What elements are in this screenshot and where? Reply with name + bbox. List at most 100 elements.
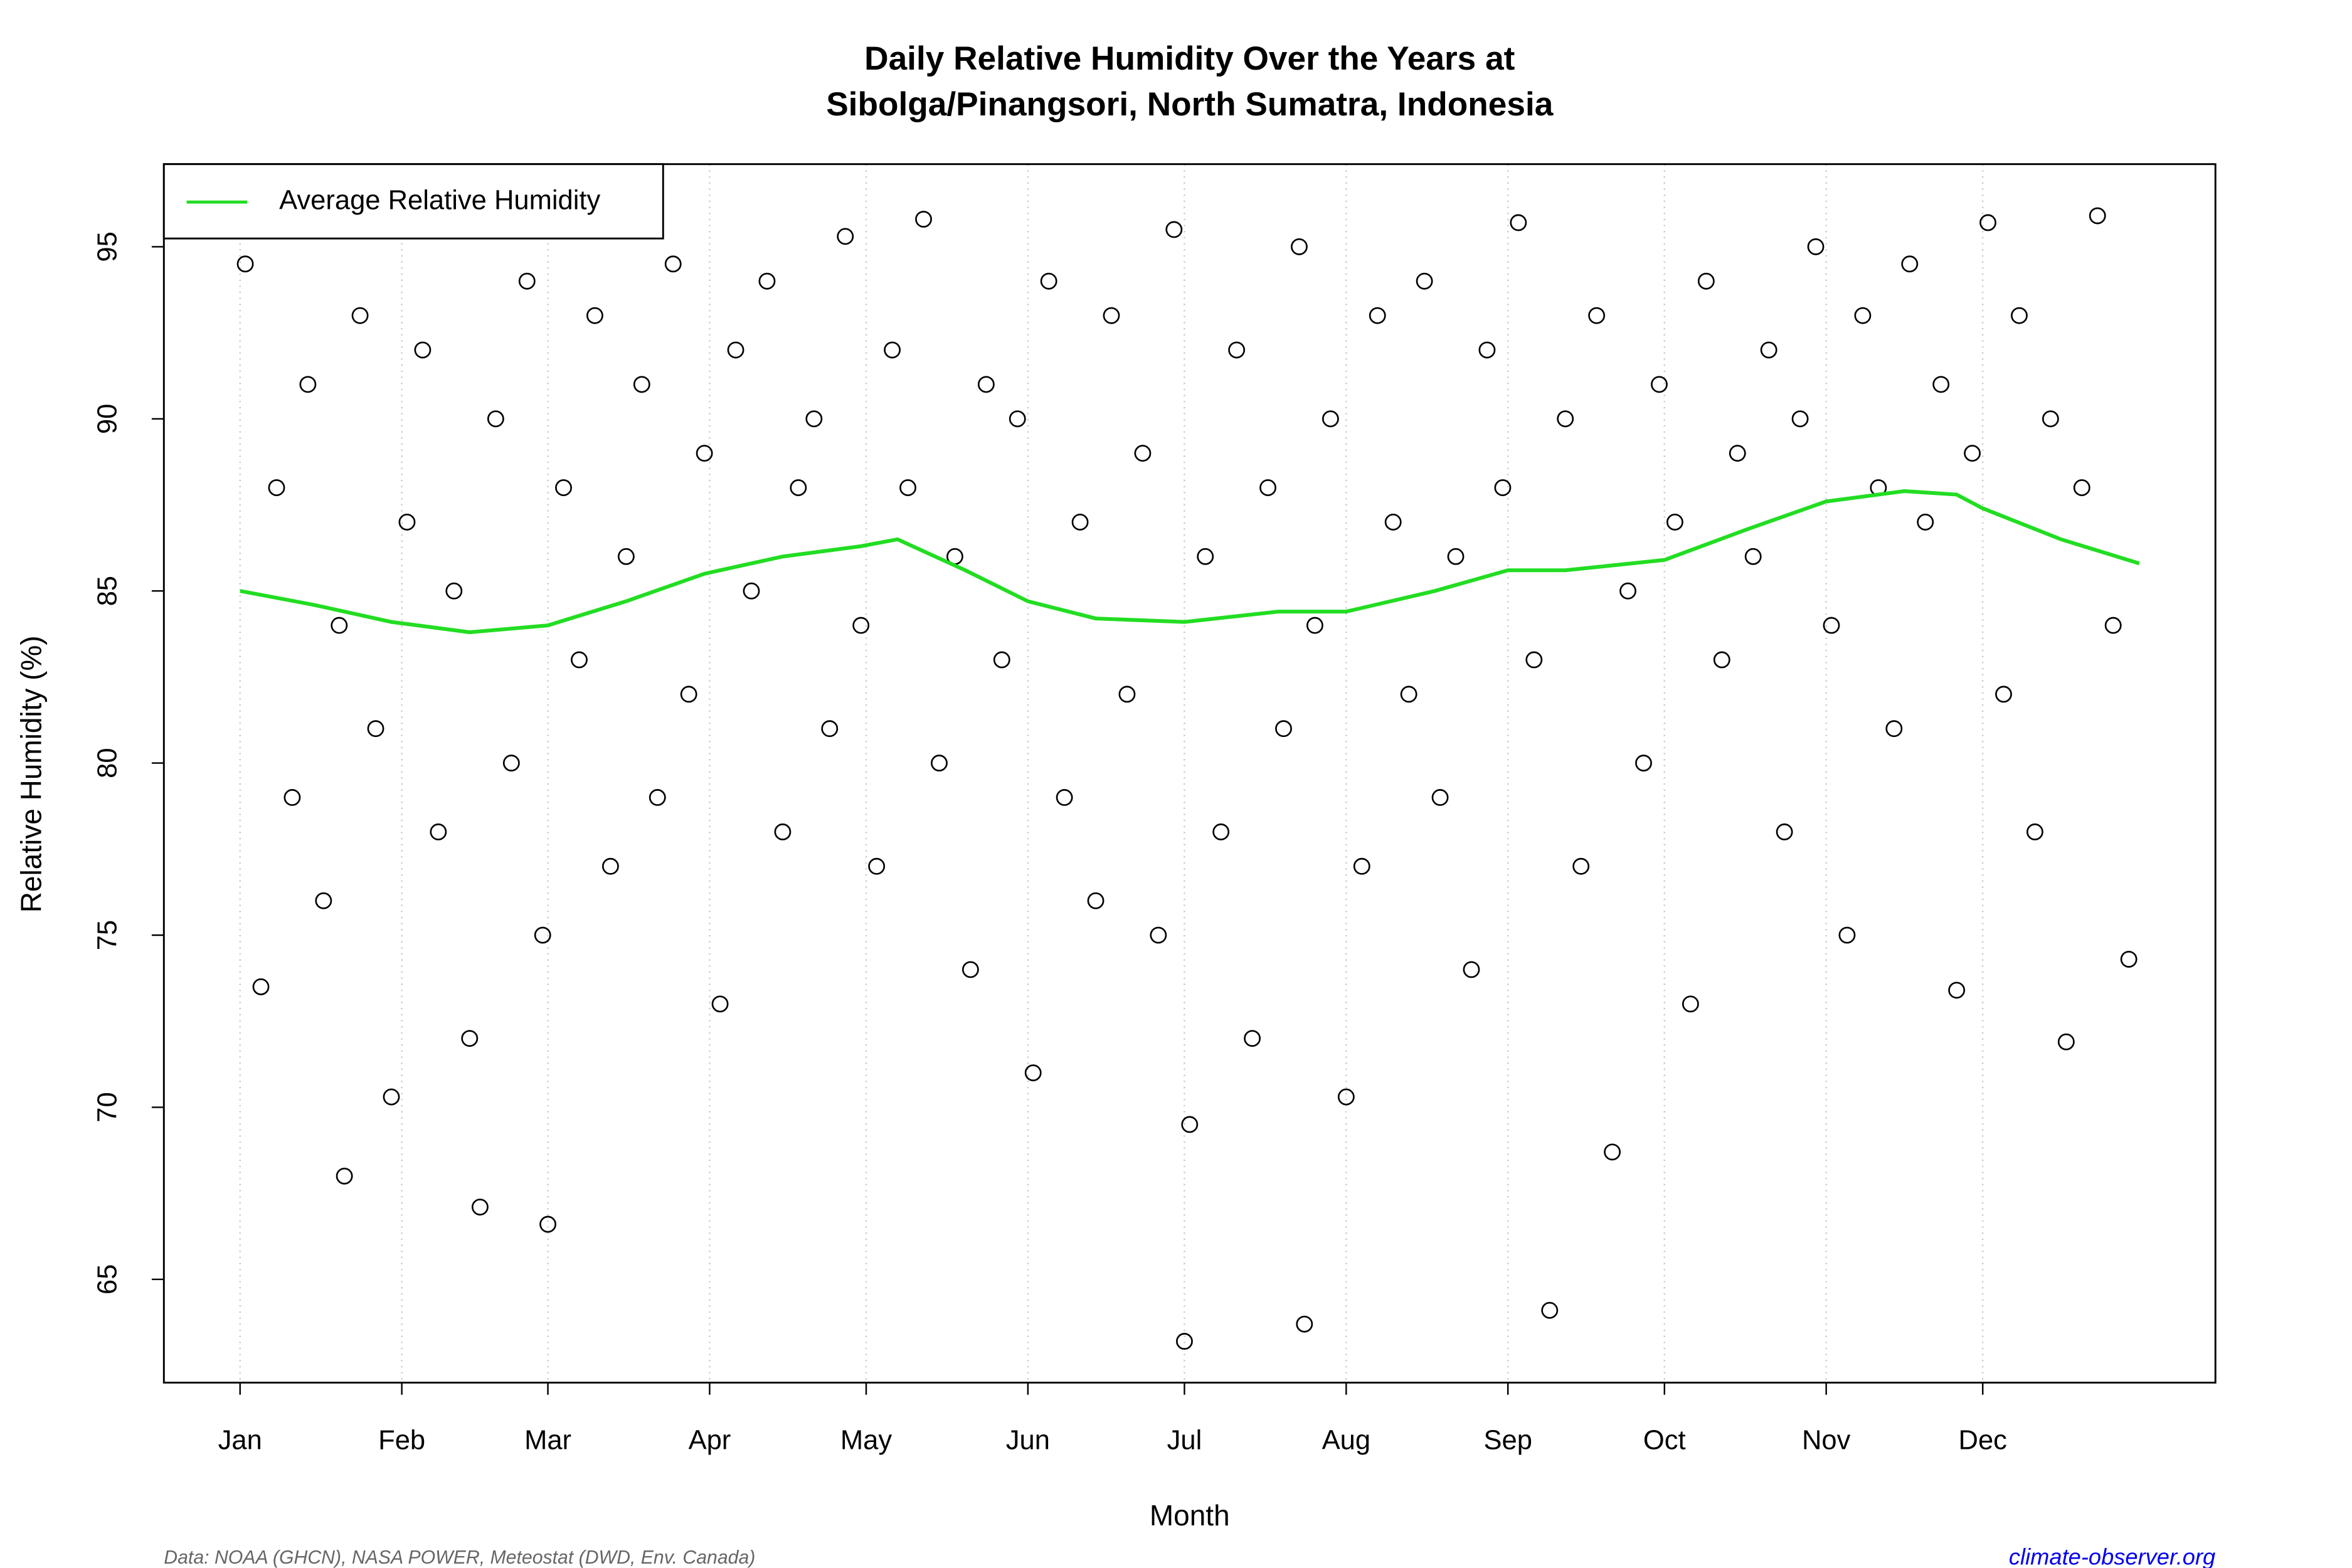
- point: [1181, 1116, 1199, 1133]
- point: [821, 720, 839, 738]
- point: [1995, 686, 2012, 703]
- point: [1228, 341, 1246, 359]
- point: [899, 479, 916, 496]
- point: [961, 961, 979, 978]
- point: [1040, 272, 1057, 290]
- point: [1510, 214, 1527, 231]
- point: [414, 341, 432, 359]
- point: [336, 1167, 353, 1185]
- point: [1291, 238, 1308, 255]
- point: [1197, 548, 1214, 565]
- point: [633, 376, 650, 393]
- point: [1463, 961, 1480, 978]
- point: [1619, 582, 1636, 600]
- point: [571, 651, 588, 669]
- point: [884, 341, 901, 359]
- point: [1322, 410, 1339, 428]
- y-tick-label: 65: [93, 1264, 123, 1295]
- point: [743, 582, 760, 600]
- x-tick-label: Nov: [1802, 1425, 1851, 1455]
- x-tick-label: Dec: [1959, 1425, 2007, 1455]
- point: [502, 755, 520, 772]
- point: [1588, 307, 1606, 324]
- point: [383, 1088, 400, 1106]
- point: [398, 514, 416, 531]
- x-tick-label: Aug: [1322, 1425, 1370, 1455]
- point: [351, 307, 369, 324]
- point: [1150, 926, 1167, 944]
- point: [1932, 376, 1950, 393]
- site-link[interactable]: climate-observer.org: [2009, 1544, 2215, 1568]
- point: [664, 255, 682, 273]
- point: [1525, 651, 1543, 669]
- point: [1885, 720, 1903, 738]
- point: [2089, 207, 2106, 225]
- point: [1494, 479, 1512, 496]
- average-line: [240, 489, 2140, 635]
- point: [1557, 410, 1574, 428]
- point: [1807, 238, 1825, 255]
- point: [283, 789, 301, 806]
- y-tick-label: 95: [93, 231, 123, 262]
- x-tick-label: Feb: [378, 1425, 425, 1455]
- point: [1024, 1064, 1042, 1081]
- point: [445, 582, 463, 600]
- point: [518, 272, 536, 290]
- point: [1760, 341, 1777, 359]
- point: [601, 857, 619, 875]
- point: [1369, 307, 1386, 324]
- point: [586, 307, 603, 324]
- point: [1431, 789, 1449, 806]
- point: [2042, 410, 2059, 428]
- point: [696, 445, 713, 462]
- point: [1964, 445, 1981, 462]
- point: [711, 995, 729, 1013]
- y-tick-label: 80: [93, 748, 123, 778]
- point: [1103, 307, 1120, 324]
- point: [1682, 995, 1699, 1013]
- point: [931, 755, 948, 772]
- point: [852, 617, 870, 634]
- point: [539, 1216, 556, 1233]
- point: [805, 410, 823, 428]
- point: [1353, 857, 1370, 875]
- point: [1948, 982, 1966, 999]
- point: [268, 479, 285, 496]
- point: [1901, 255, 1919, 273]
- point: [868, 857, 886, 875]
- point: [1400, 686, 1417, 703]
- point: [2057, 1033, 2075, 1051]
- x-tick-label: Mar: [524, 1425, 571, 1455]
- point: [993, 651, 1010, 669]
- point: [1244, 1030, 1261, 1047]
- point: [790, 479, 807, 496]
- point: [680, 686, 697, 703]
- point: [555, 479, 572, 496]
- x-tick-label: Apr: [689, 1425, 731, 1455]
- chart-title: Sibolga/Pinangsori, North Sumatra, Indon…: [826, 86, 1554, 123]
- point: [1776, 823, 1793, 840]
- point: [2120, 950, 2137, 968]
- point: [1713, 651, 1730, 669]
- point: [534, 926, 551, 944]
- x-tick-label: Jan: [218, 1425, 262, 1455]
- point: [252, 978, 270, 995]
- point: [1697, 272, 1715, 290]
- point: [1275, 720, 1292, 738]
- point: [367, 720, 384, 738]
- y-tick-label: 75: [93, 920, 123, 950]
- point: [1384, 514, 1402, 531]
- point: [1212, 823, 1230, 840]
- point: [727, 341, 744, 359]
- point: [1009, 410, 1026, 428]
- point: [1071, 514, 1089, 531]
- x-axis-label: Month: [1150, 1499, 1230, 1532]
- y-tick-label: 85: [93, 576, 123, 606]
- point: [649, 789, 666, 806]
- legend-label: Average Relative Humidity: [279, 186, 600, 216]
- point: [1447, 548, 1465, 565]
- point: [2026, 823, 2043, 840]
- point: [430, 823, 447, 840]
- point: [1744, 548, 1762, 565]
